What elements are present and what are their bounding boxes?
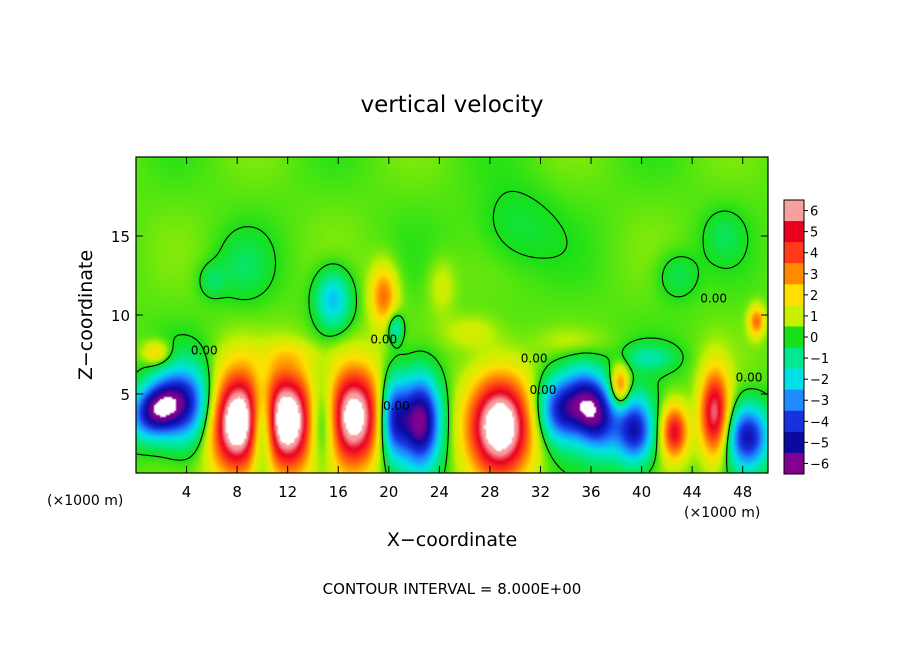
x-tick-label: 12 [278,483,297,501]
colorbar-swatch [784,431,804,454]
contour-label-4: 0.00 [530,383,557,397]
colorbar-label: 1 [810,310,818,325]
colorbar-swatch [784,242,804,264]
colorbar-label: −1 [810,352,829,367]
x-tick-label: 40 [632,483,651,501]
contour-line-p0 [136,190,768,473]
colorbar-swatch [784,263,804,285]
colorbar-label: 3 [810,268,818,283]
colorbar-label: 4 [810,247,818,262]
colorbar-label: −5 [810,436,829,451]
x-tick-label: 28 [480,483,499,501]
contour-label-0: 0.00 [191,344,218,358]
chart-title: vertical velocity [361,92,544,118]
y-axis: 5 10 15 [111,228,768,404]
plot-area: 0.00 0.00 0.00 0.00 0.00 0.00 0.00 [135,156,769,474]
contour-label-2: 0.00 [383,399,410,413]
colorbar-swatch [784,221,804,243]
y-tick-label: 5 [120,386,130,404]
x-tick-label: 8 [232,483,242,501]
colorbar-swatch [784,305,804,327]
y-axis-label: Z−coordinate [75,250,97,380]
x-tick-label: 24 [430,483,449,501]
colorbar-label: −2 [810,373,829,388]
contour-label-1: 0.00 [370,332,397,346]
x-tick-label: 36 [581,483,600,501]
x-tick-label: 16 [329,483,348,501]
contour-labels: 0.00 0.00 0.00 0.00 0.00 0.00 0.00 [191,291,763,412]
colorbar-label: 0 [810,331,818,346]
colorbar-swatch [784,347,804,370]
x-axis-label: X−coordinate [387,529,517,551]
colorbar-swatch [784,326,804,349]
colorbar-swatch [784,200,804,222]
y-tick-label: 15 [111,228,130,246]
colorbar-swatch [784,452,804,475]
contour-interval-footer: CONTOUR INTERVAL = 8.000E+00 [323,580,582,598]
colorbar-label: 2 [810,289,818,304]
colorbar-label: −6 [810,457,829,472]
y-tick-label: 10 [111,307,130,325]
colorbar-label: −3 [810,394,829,409]
colorbar-label: −4 [810,415,829,430]
x-tick-label: 32 [531,483,550,501]
colorbar-legend: 6 5 4 3 2 1 0 −1 −2 −3 −4 −5 −6 [783,199,829,475]
colorbar-swatch [784,368,804,391]
x-tick-label: 48 [733,483,752,501]
x-tick-label: 4 [182,483,192,501]
x-tick-label: 20 [379,483,398,501]
velocity-field-image [136,157,768,473]
contour-label-5: 0.00 [700,291,727,305]
colorbar-label: 5 [810,226,818,241]
contour-label-3: 0.00 [521,351,548,365]
colorbar-swatch [784,410,804,433]
zero-contour-lines [136,190,768,473]
colorbar-label: 6 [810,205,818,220]
x-axis: 4 8 12 16 20 24 28 32 36 40 44 48 [182,157,752,501]
colorbar-swatch [784,284,804,306]
x-axis-unit-left: (×1000 m) [47,493,123,509]
x-tick-label: 44 [683,483,702,501]
colorbar-swatch [784,389,804,412]
x-axis-unit-right: (×1000 m) [684,505,760,521]
contour-label-6: 0.00 [736,370,763,384]
